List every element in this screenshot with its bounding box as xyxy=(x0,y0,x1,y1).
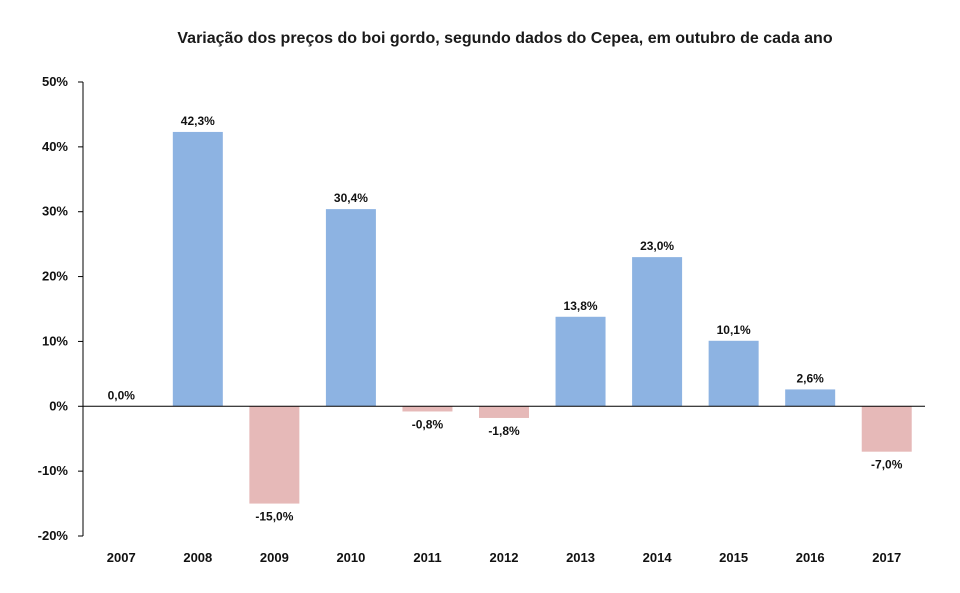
y-tick-label: 20% xyxy=(42,269,68,284)
x-tick-label: 2008 xyxy=(183,550,212,565)
y-tick-label: -20% xyxy=(38,528,69,543)
y-tick-label: 50% xyxy=(42,74,68,89)
bar xyxy=(555,316,606,407)
y-tick-label: 30% xyxy=(42,204,68,219)
y-tick-label: 0% xyxy=(49,398,68,413)
data-label: 13,8% xyxy=(564,299,598,313)
x-tick-label: 2013 xyxy=(566,550,595,565)
bar xyxy=(172,131,223,407)
data-label: 2,6% xyxy=(797,371,825,385)
bar xyxy=(785,389,836,407)
x-tick-label: 2007 xyxy=(107,550,136,565)
x-tick-label: 2012 xyxy=(490,550,519,565)
data-label: 42,3% xyxy=(181,114,215,128)
y-tick-label: -10% xyxy=(38,463,69,478)
bar xyxy=(861,406,912,452)
data-label: 30,4% xyxy=(334,191,368,205)
bar xyxy=(708,340,759,407)
data-label: -15,0% xyxy=(255,510,293,524)
x-tick-label: 2016 xyxy=(796,550,825,565)
x-tick-label: 2014 xyxy=(643,550,673,565)
data-label: -7,0% xyxy=(871,458,903,472)
x-tick-label: 2015 xyxy=(719,550,748,565)
data-label: 10,1% xyxy=(717,323,751,337)
y-tick-label: 10% xyxy=(42,333,68,348)
data-label: 23,0% xyxy=(640,239,674,253)
x-tick-label: 2009 xyxy=(260,550,289,565)
bar xyxy=(479,406,529,418)
x-tick-label: 2010 xyxy=(336,550,365,565)
bar xyxy=(249,406,300,504)
data-label: 0,0% xyxy=(108,388,136,402)
bar xyxy=(325,209,376,407)
bar xyxy=(632,257,683,407)
bar xyxy=(402,406,453,412)
data-label: -0,8% xyxy=(412,417,444,431)
data-label: -1,8% xyxy=(488,424,520,438)
chart-title: Variação dos preços do boi gordo, segund… xyxy=(177,30,833,47)
y-tick-label: 40% xyxy=(42,139,68,154)
x-tick-label: 2011 xyxy=(413,550,441,565)
x-tick-label: 2017 xyxy=(872,550,901,565)
